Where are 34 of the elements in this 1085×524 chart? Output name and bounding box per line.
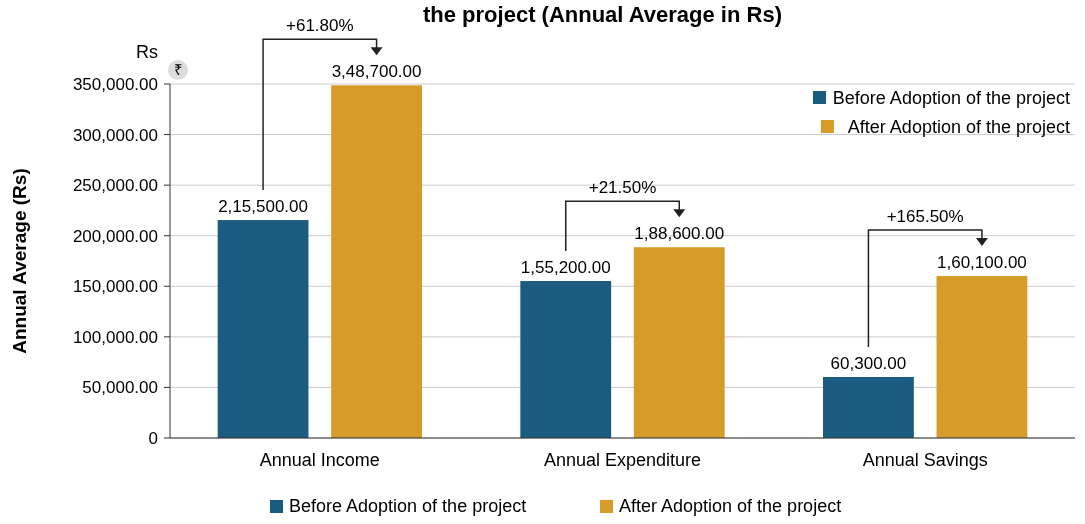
chart-title: the project (Annual Average in Rs) [423,2,782,27]
y-tick-label: 350,000.00 [72,74,158,94]
y-tick-label: 100,000.00 [72,327,158,347]
data-label: 3,48,700.00 [331,62,422,82]
data-label: 1,55,200.00 [520,258,611,278]
data-label: 60,300.00 [830,354,907,374]
y-tick-label: 200,000.00 [72,226,158,246]
data-label: 1,88,600.00 [634,224,725,244]
bar [823,377,914,438]
x-tick-label: Annual Savings [862,450,988,470]
annotation: +165.50% [886,207,964,227]
x-tick-label: Annual Income [259,450,380,470]
y-tick-label: 50,000.00 [82,378,158,398]
legend-label: Before Adoption of the project [289,496,527,516]
bar [331,85,422,438]
data-label: 1,60,100.00 [937,253,1027,273]
text: After Adoption of the project [619,496,842,516]
data-label: 2,15,500.00 [218,197,308,217]
x-tick-label: Annual Expenditure [543,450,702,470]
annotation: +21.50% [588,178,657,198]
y-tick-label: 150,000.00 [72,277,158,297]
text: +61.80% [286,16,354,36]
y-tick-label: 0 [148,428,158,448]
bar [217,220,309,438]
legend-label: After Adoption of the project [847,117,1070,137]
rupee-sign: ₹ [168,60,188,80]
y-tick-label: 300,000.00 [72,125,158,145]
bar [633,247,725,438]
text: Before Adoption of the project [832,88,1070,108]
bar [520,281,612,438]
y-tick-label: 250,000.00 [72,176,158,196]
text: Rs [136,42,158,62]
y-axis-title: Annual Average (Rs) [9,168,30,354]
bar [936,276,1028,438]
